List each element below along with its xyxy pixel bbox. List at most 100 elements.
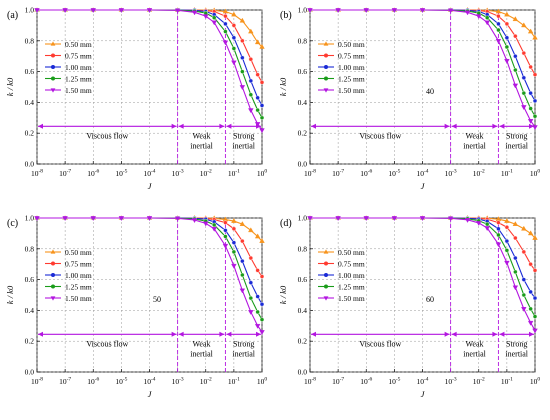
data-point	[527, 320, 534, 326]
x-tick-label: 10-5	[115, 377, 127, 387]
data-point	[532, 328, 538, 334]
chart-panel-2: 0.0 0.2 0.4 0.6 0.8 1.0 10-8 10-7 10-6 10-5 10-4 10…	[278, 6, 540, 192]
region-label: inertial	[463, 349, 486, 358]
region-label: Weak	[193, 339, 211, 348]
x-tick-label: 10-3	[172, 169, 184, 179]
data-point	[484, 226, 490, 232]
data-point	[34, 216, 40, 222]
data-point	[248, 78, 254, 84]
y-tick-label: 0.6	[25, 275, 35, 284]
data-point	[240, 272, 245, 278]
panel-label: (c)	[7, 218, 18, 229]
legend-marker	[324, 261, 328, 266]
data-point	[521, 277, 527, 282]
y-tick-label: 1.0	[298, 6, 308, 15]
x-tick-label: 10-1	[228, 377, 240, 387]
data-point	[527, 28, 534, 34]
legend-entry: 1.00 mm	[65, 271, 92, 280]
chart-panel-4: 0.0 0.2 0.4 0.6 0.8 1.0 10-8 10-7 10-6 10-5 10-4 10…	[278, 214, 540, 400]
data-point	[259, 103, 265, 108]
y-tick-label: 0.8	[25, 36, 35, 45]
region-arrowhead-left	[311, 331, 316, 337]
y-tick-label: 1.0	[298, 214, 308, 223]
data-point	[504, 21, 510, 27]
data-point	[62, 216, 68, 222]
region-label: Viscous flow	[86, 339, 128, 348]
x-axis-label: J	[148, 181, 153, 191]
region-arrowhead-right	[219, 331, 225, 337]
data-point	[512, 83, 519, 89]
data-point	[532, 314, 538, 319]
data-point	[248, 280, 254, 285]
data-point	[363, 216, 369, 222]
legend-marker	[51, 76, 55, 81]
x-tick-label: 10-8	[31, 377, 43, 387]
data-point	[231, 240, 237, 245]
legend-marker	[323, 249, 329, 254]
x-tick-label: 100	[530, 377, 541, 387]
data-point	[528, 106, 533, 111]
x-tick-label: 10-8	[31, 169, 43, 179]
data-point	[527, 230, 534, 236]
data-point	[259, 274, 265, 279]
data-point	[504, 260, 510, 266]
legend-marker	[324, 273, 328, 277]
x-tick-label: 100	[257, 169, 268, 179]
y-tick-label: 0.6	[298, 275, 308, 284]
region-label: Strong	[233, 131, 254, 140]
data-point	[485, 221, 490, 227]
data-point	[521, 307, 527, 312]
data-point	[259, 80, 265, 85]
data-point	[532, 125, 538, 131]
x-tick-label: 10-5	[388, 169, 400, 179]
data-point	[248, 295, 254, 301]
data-point	[504, 35, 510, 40]
x-tick-label: 10-4	[416, 169, 428, 179]
legend-entry: 1.50 mm	[338, 294, 365, 303]
region-arrowhead-left	[38, 331, 43, 337]
x-axis-label: J	[148, 389, 153, 399]
data-point	[211, 226, 217, 232]
x-tick-label: 10-1	[501, 169, 513, 179]
y-tick-label: 0.6	[298, 67, 308, 76]
y-tick-label: 0.8	[298, 36, 308, 45]
x-tick-label: 10-4	[143, 169, 155, 179]
y-tick-label: 0.4	[25, 98, 35, 107]
data-point	[223, 228, 228, 233]
data-point	[419, 8, 426, 14]
data-point	[504, 44, 510, 50]
y-tick-label: 0.2	[25, 129, 35, 138]
legend-marker	[51, 53, 55, 58]
x-tick-label: 10-5	[388, 377, 400, 387]
x-tick-label: 100	[257, 377, 268, 387]
region-arrowhead-right	[529, 123, 534, 129]
data-point	[239, 221, 246, 226]
y-tick-label: 0.2	[298, 129, 308, 138]
legend-entry: 1.25 mm	[338, 282, 365, 291]
region-label: Strong	[233, 339, 254, 348]
data-point	[528, 289, 533, 295]
data-point	[191, 10, 198, 16]
x-tick-label: 10-2	[200, 169, 212, 179]
data-point	[240, 38, 245, 43]
region-label: Weak	[193, 131, 211, 140]
data-point	[532, 268, 538, 273]
data-point	[495, 8, 502, 14]
data-point	[521, 105, 527, 111]
data-point	[254, 39, 261, 45]
data-point	[254, 324, 261, 329]
x-tick-label: 10-6	[87, 169, 99, 179]
data-point	[528, 64, 533, 70]
data-point	[391, 8, 398, 14]
data-point	[391, 216, 398, 222]
data-point	[239, 17, 246, 23]
data-point	[231, 23, 237, 28]
data-point	[496, 226, 501, 231]
x-tick-label: 10-7	[59, 169, 71, 179]
data-point	[513, 54, 518, 59]
y-tick-label: 1.0	[25, 214, 35, 223]
data-point	[255, 95, 260, 100]
data-point	[118, 8, 125, 14]
data-point	[476, 14, 482, 20]
